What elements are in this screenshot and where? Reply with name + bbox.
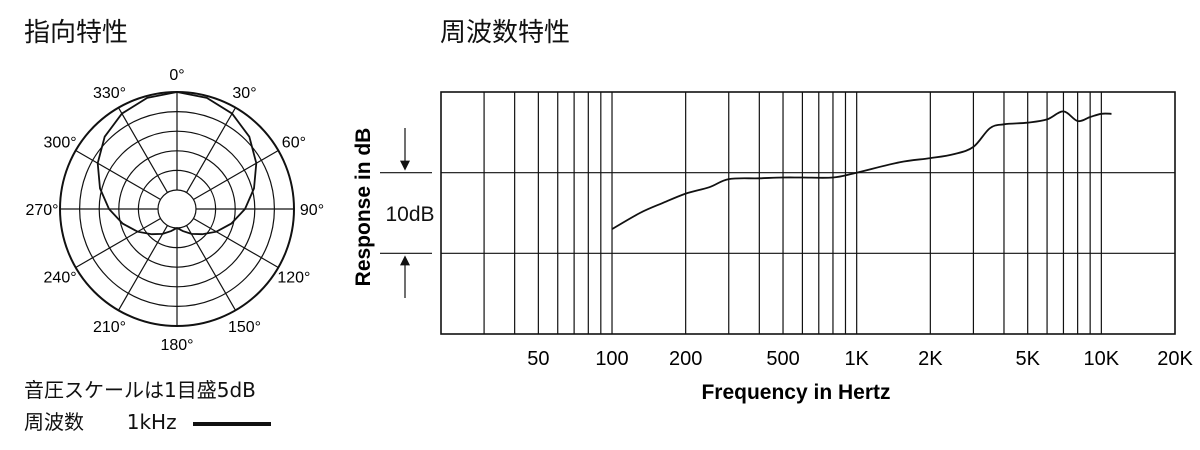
polar-series-1khz	[96, 91, 258, 236]
frequency-legend: 周波数 1kHz	[24, 406, 271, 435]
polar-chart-title: 指向特性	[24, 18, 129, 48]
scale-arrowhead-up	[400, 255, 410, 266]
polar-angle-label: 120°	[277, 270, 310, 287]
frequency-response-line	[611, 110, 1112, 230]
polar-angle-label: 150°	[228, 319, 261, 336]
polar-angle-label: 0°	[169, 67, 184, 84]
polar-spoke	[75, 217, 161, 269]
polar-angle-label: 60°	[282, 135, 306, 152]
plot-frame	[440, 91, 1176, 335]
polar-angle-label: 180°	[160, 337, 193, 354]
x-tick-label: 20K	[1157, 348, 1193, 370]
x-tick-label: 50	[527, 348, 549, 370]
x-tick-label: 500	[766, 348, 799, 370]
polar-spoke	[185, 225, 237, 311]
polar-spoke	[193, 217, 279, 269]
x-tick-label: 100	[595, 348, 628, 370]
scale-arrowhead-down	[400, 160, 410, 171]
x-tick-label: 1K	[844, 348, 869, 370]
frequency-chart-title: 周波数特性	[440, 18, 571, 48]
x-tick-label: 10K	[1084, 348, 1120, 370]
y-axis-label: Response in dB	[352, 128, 375, 287]
polar-spoke	[117, 107, 169, 193]
frequency-legend-label: 周波数	[24, 410, 84, 434]
polar-spoke	[117, 225, 169, 311]
polar-angle-label: 210°	[93, 319, 126, 336]
polar-angle-label: 330°	[93, 85, 126, 102]
x-tick-label: 200	[669, 348, 702, 370]
scale-label: 10dB	[385, 203, 434, 226]
polar-angle-label: 30°	[232, 85, 256, 102]
polar-spoke	[193, 149, 279, 201]
polar-spoke	[185, 107, 237, 193]
polar-angle-label: 270°	[25, 202, 58, 219]
x-tick-label: 2K	[918, 348, 943, 370]
legend-line-swatch	[192, 421, 271, 426]
polar-pattern-chart: 0° 30° 60° 90° 120° 150° 180° 210° 240° 270° 300° 3…	[25, 67, 324, 354]
scale-note: 音圧スケールは1目盛5dB	[24, 378, 256, 402]
polar-spoke	[75, 149, 161, 201]
frequency-response-chart: 50 100 200 500 1K 2K 5K 10K 20K Frequency in Hert…	[352, 91, 1193, 404]
frequency-legend-value: 1kHz	[126, 410, 177, 434]
polar-angle-label: 90°	[300, 202, 324, 219]
polar-angle-label: 240°	[44, 270, 77, 287]
polar-angle-label: 300°	[44, 135, 77, 152]
x-tick-label: 5K	[1015, 348, 1040, 370]
x-axis-label: Frequency in Hertz	[701, 381, 890, 404]
